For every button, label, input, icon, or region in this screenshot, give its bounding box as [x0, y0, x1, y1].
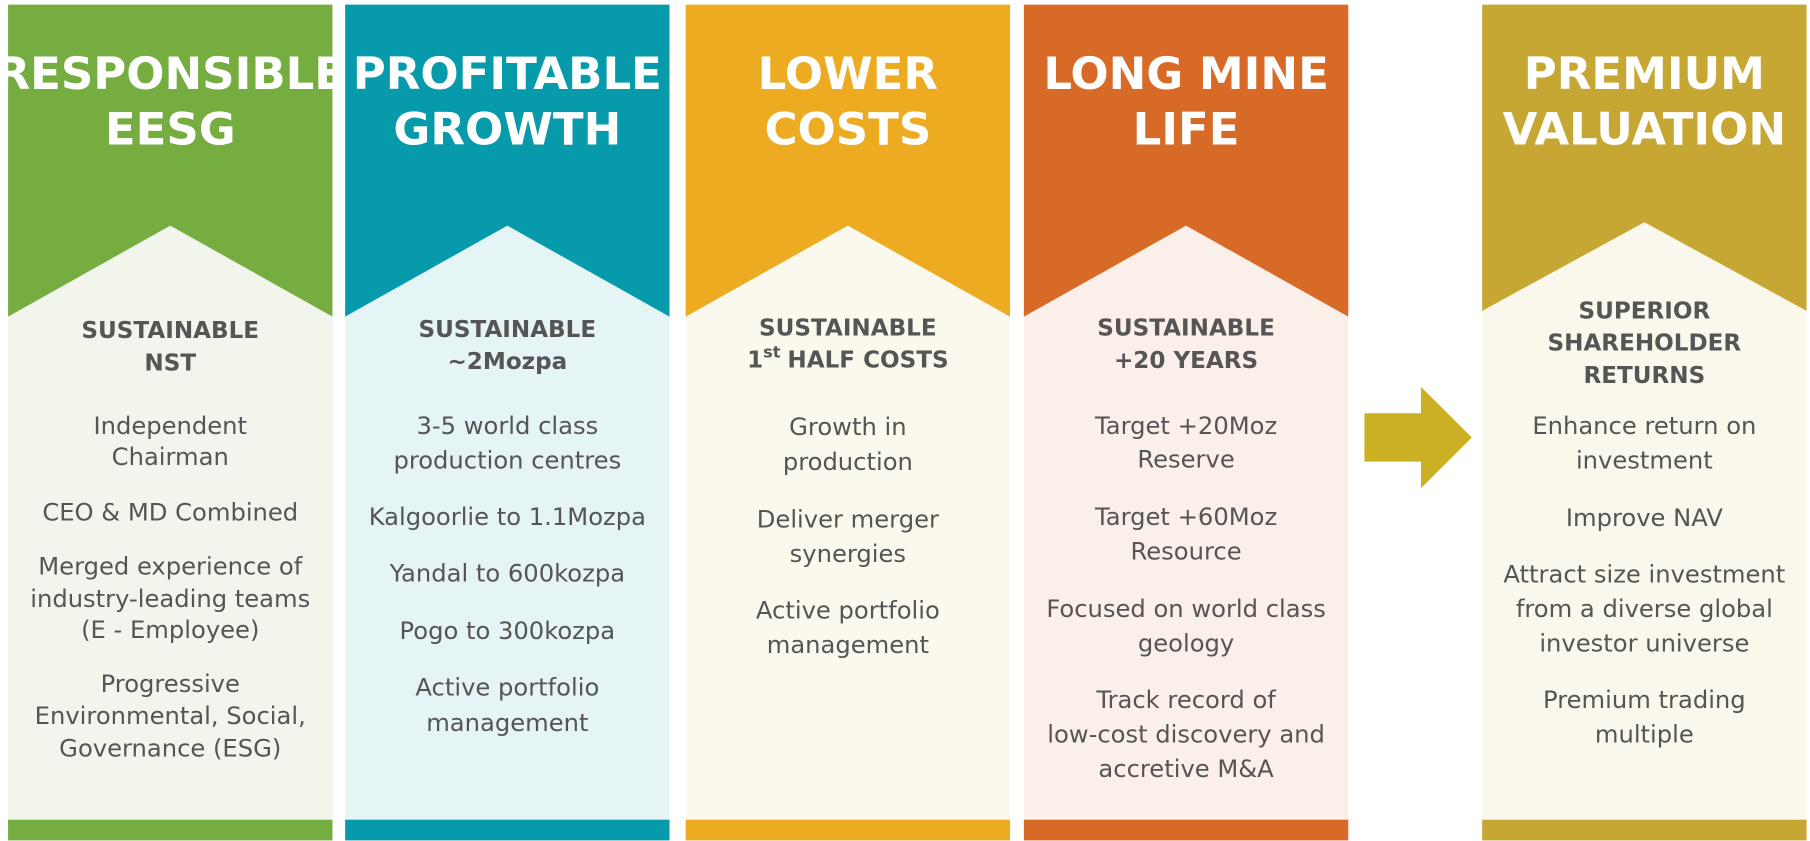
pillar-item: 3-5 world class: [416, 412, 598, 440]
pillar-item: production centres: [393, 447, 621, 475]
pillar-item: Governance (ESG): [59, 734, 281, 762]
pillar-item: CEO & MD Combined: [42, 498, 298, 526]
pillar-subtitle: NST: [144, 350, 196, 376]
pillar-item: Attract size investment: [1503, 561, 1785, 589]
pillar-item: Kalgoorlie to 1.1Mozpa: [369, 503, 646, 531]
pillar-item: Target +20Moz: [1094, 412, 1277, 440]
pillar-title: RESPONSIBLE: [0, 47, 345, 100]
pillar-header: [685, 4, 1011, 317]
pillar-subtitle: 1st HALF COSTS: [747, 342, 949, 373]
pillar-item: Enhance return on: [1532, 412, 1756, 440]
subtitle-sup: st: [763, 342, 781, 361]
pillar-item: Growth in: [789, 413, 906, 441]
pillar-item: Deliver merger: [757, 505, 939, 533]
pillar-item: Premium trading: [1543, 686, 1746, 714]
pillar-item: (E - Employee): [81, 616, 259, 644]
pillar-title: COSTS: [764, 102, 931, 155]
pillar-title: LONG MINE: [1043, 47, 1329, 100]
subtitle-part: HALF COSTS: [787, 347, 948, 373]
pillar-item: Pogo to 300kozpa: [400, 617, 616, 645]
pillar-item: low-cost discovery and: [1047, 721, 1325, 749]
pillar-subtitle: RETURNS: [1583, 363, 1705, 389]
pillar-item: Merged experience of: [38, 553, 302, 581]
pillar-item: Environmental, Social,: [35, 702, 306, 730]
pillar-subtitle: SUSTAINABLE: [759, 316, 937, 342]
pillar-header: [1482, 4, 1807, 311]
pillar-item: Focused on world class: [1046, 595, 1326, 623]
pillar-header: [345, 4, 670, 317]
pillar-title: GROWTH: [393, 102, 621, 155]
pillar-item: from a diverse global: [1516, 595, 1773, 623]
pillar-item: industry-leading teams: [30, 585, 310, 613]
pillar-item: management: [767, 631, 929, 659]
subtitle-part: 1: [747, 347, 763, 373]
pillar-item: Improve NAV: [1566, 504, 1723, 532]
pillar-item: accretive M&A: [1098, 755, 1274, 783]
pillar-item: production: [783, 448, 913, 476]
pillar-item: synergies: [790, 540, 906, 568]
pillar-subtitle: SUSTAINABLE: [419, 317, 597, 343]
pillar-item: Progressive: [101, 670, 240, 698]
pillar-title: EESG: [105, 102, 236, 155]
pillar-item: Independent: [94, 412, 248, 440]
pillar-title: VALUATION: [1503, 102, 1787, 155]
pillar-footer: [1482, 819, 1807, 841]
pillar-subtitle: SUSTAINABLE: [81, 318, 259, 344]
pillar-item: geology: [1138, 630, 1234, 658]
pillar-title: PROFITABLE: [353, 47, 662, 100]
pillar-footer: [8, 819, 333, 841]
pillar-item: Track record of: [1095, 686, 1276, 714]
pillar-footer: [1023, 819, 1349, 841]
pillar-item: investor universe: [1539, 630, 1749, 658]
pillar-title: LIFE: [1133, 102, 1240, 155]
pillar-footer: [685, 819, 1011, 841]
pillar-item: Chairman: [112, 443, 229, 471]
pillar-item: Yandal to 600kozpa: [389, 560, 625, 588]
pillar-item: multiple: [1595, 721, 1694, 749]
pillar-title: LOWER: [758, 47, 938, 100]
pillar-item: management: [426, 709, 588, 737]
pillar-item: Resource: [1131, 538, 1242, 566]
pillar-subtitle: SUPERIOR: [1578, 299, 1710, 325]
pillar-subtitle: ~2Mozpa: [447, 349, 567, 375]
pillar-header: [1023, 4, 1349, 317]
pillar-title: PREMIUM: [1524, 47, 1765, 100]
arrow: [1364, 386, 1472, 489]
pillar-header: [8, 4, 333, 317]
pillar-subtitle: SHAREHOLDER: [1548, 331, 1742, 357]
pillar-item: investment: [1576, 447, 1713, 475]
pillar-subtitle: SUSTAINABLE: [1097, 316, 1275, 342]
pillar-item: Reserve: [1137, 446, 1234, 474]
pillar-subtitle: +20 YEARS: [1114, 348, 1258, 374]
pillar-item: Active portfolio: [756, 596, 940, 624]
pillar-footer: [345, 819, 670, 841]
pillar-item: Active portfolio: [415, 673, 599, 701]
pillar-item: Target +60Moz: [1094, 503, 1277, 531]
